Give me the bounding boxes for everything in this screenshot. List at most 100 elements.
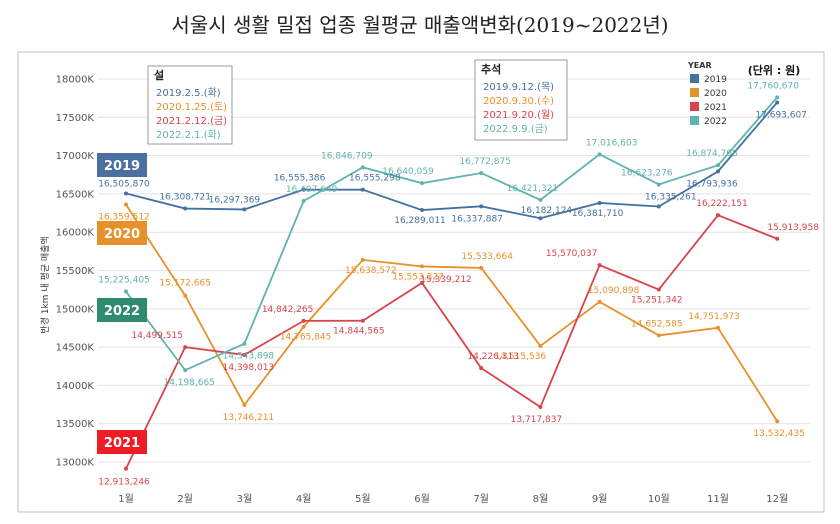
x-tick-label: 5월 (355, 493, 371, 505)
year-tag-2022 (97, 298, 147, 322)
y-tick-label: 17000K (56, 151, 95, 162)
holiday-box-header: 설 (154, 68, 164, 82)
point-2019 (775, 100, 780, 105)
data-label-2019: 16,505,870 (98, 179, 150, 189)
data-label-2020: 14,515,536 (495, 352, 547, 362)
point-2019 (716, 169, 720, 174)
data-label-2022: 16,772,875 (459, 157, 511, 167)
point-2021 (656, 287, 661, 292)
data-label-2019: 16,297,369 (209, 195, 261, 205)
point-2021 (360, 318, 365, 323)
x-tick-label: 8월 (533, 493, 549, 505)
data-label-2020: 14,765,845 (280, 333, 332, 343)
data-label-2019: 16,308,721 (159, 193, 211, 203)
point-2019 (242, 207, 247, 212)
legend-swatch-2022 (690, 116, 699, 125)
data-label-2021: 15,570,037 (546, 249, 598, 259)
point-2022 (242, 341, 247, 346)
series-line-2021 (125, 214, 778, 470)
holiday-box (474, 59, 568, 141)
x-tick-label: 10월 (648, 493, 670, 505)
point-2019 (538, 216, 543, 221)
x-tick-label: 6월 (414, 493, 430, 505)
data-label-2022: 15,225,405 (98, 276, 150, 286)
legend-title: YEAR (687, 61, 712, 70)
data-label-2022: 14,198,665 (163, 378, 215, 388)
data-label-2019: 16,182,124 (521, 206, 573, 216)
series-line-2022 (125, 96, 778, 372)
y-tick-label: 17500K (56, 113, 95, 124)
point-2021 (420, 280, 424, 285)
legend-swatch-2019 (690, 74, 699, 83)
data-label-2022: 16,421,321 (507, 184, 559, 194)
y-axis-label: 반경 1km 내 평균 매출액 (39, 236, 51, 333)
holiday-date: 2021.9.20.(월) (483, 109, 554, 121)
point-2021 (479, 366, 484, 371)
point-2019 (656, 204, 661, 209)
x-tick-label: 9월 (592, 493, 608, 505)
data-label-2021: 14,226,313 (467, 352, 519, 362)
data-label-2022: 16,407,649 (286, 185, 338, 195)
data-label-2021: 14,499,515 (131, 331, 183, 341)
series-line-2019 (125, 101, 778, 220)
x-tick-label: 4월 (296, 493, 312, 505)
x-tick-label: 1월 (118, 493, 134, 505)
point-2020 (420, 264, 424, 269)
y-tick-label: 14000K (56, 381, 95, 392)
y-tick-label: 13500K (56, 419, 95, 430)
data-label-2020: 15,638,572 (345, 266, 397, 276)
point-2022 (479, 170, 484, 175)
point-2020 (360, 257, 365, 262)
y-tick-label: 14500K (56, 343, 95, 354)
holiday-box-header: 추석 (481, 62, 501, 76)
x-tick-label: 2월 (177, 493, 193, 505)
point-2022 (420, 181, 424, 186)
x-tick-label: 12월 (766, 493, 788, 505)
point-2021 (538, 405, 543, 410)
point-2020 (479, 265, 484, 270)
y-tick-label: 15500K (56, 266, 95, 277)
data-label-2021: 15,913,958 (767, 223, 819, 233)
y-tick-label: 18000K (56, 75, 95, 86)
year-tag-label: 2019 (104, 159, 140, 174)
legend-entry: 2020 (704, 89, 727, 99)
data-label-2020: 15,090,898 (588, 286, 640, 296)
data-label-2020: 13,532,435 (753, 429, 805, 439)
holiday-date: 2019.2.5.(화) (156, 87, 221, 99)
holiday-date: 2022.2.1.(화) (156, 129, 221, 141)
point-2021 (183, 345, 188, 350)
data-label-2021: 14,844,565 (333, 327, 385, 337)
legend-entry: 2019 (704, 75, 727, 85)
point-2022 (775, 95, 780, 100)
year-tag-label: 2020 (104, 227, 140, 242)
data-label-2021: 14,398,013 (223, 363, 275, 373)
data-label-2021: 12,913,246 (98, 478, 150, 488)
point-2021 (301, 318, 306, 323)
point-2021 (242, 352, 247, 357)
data-label-2019: 16,337,887 (451, 214, 503, 224)
data-label-2022: 14,543,898 (223, 352, 275, 362)
point-2019 (479, 204, 484, 209)
holiday-date: 2019.9.12.(목) (483, 81, 554, 93)
data-label-2020: 15,172,665 (159, 279, 211, 289)
year-tag-2021 (97, 430, 147, 454)
data-label-2022: 17,016,603 (586, 138, 638, 148)
holiday-date: 2021.2.12.(금) (156, 115, 227, 127)
point-2022 (301, 198, 306, 203)
data-label-2022: 16,846,709 (321, 151, 373, 161)
holiday-box (147, 65, 233, 145)
point-2019 (597, 200, 602, 205)
year-tag-label: 2022 (104, 304, 140, 319)
point-2020 (301, 324, 306, 329)
point-2022 (716, 163, 720, 168)
data-label-2020: 15,553,327 (392, 272, 444, 282)
legend-swatch-2021 (690, 102, 699, 111)
data-label-2022: 16,640,059 (382, 167, 434, 177)
legend-entry: 2022 (704, 117, 727, 127)
point-2021 (597, 263, 602, 268)
point-2021 (716, 213, 720, 218)
x-tick-label: 11월 (707, 493, 729, 505)
data-label-2021: 15,251,342 (631, 296, 683, 306)
data-label-2021: 14,842,265 (262, 305, 314, 315)
point-2022 (538, 197, 543, 202)
